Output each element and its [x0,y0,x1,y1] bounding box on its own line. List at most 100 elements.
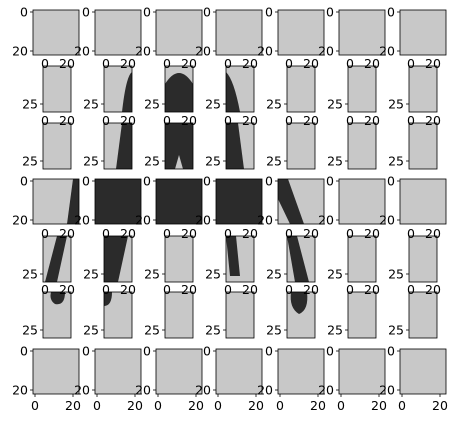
axes-frame [347,122,377,170]
ink-stroke [278,179,304,224]
paper-background [165,236,193,282]
paper-background [400,179,446,224]
x-tick-label: 0 [163,282,171,297]
patch-image [216,349,262,394]
x-tick-label: 20 [242,282,258,297]
y-tick-label: 0 [265,174,273,189]
paper-background [348,292,376,338]
y-tick-label: 0 [82,5,90,20]
patch-r5-c6: 25 0 20 [388,282,441,339]
y-tick-label: 20 [257,383,273,398]
y-tick-label: 0 [387,174,395,189]
y-tick-label: 20 [135,44,151,59]
y-tick-label: 20 [12,44,28,59]
x-tick-label: 0 [285,56,293,71]
paper-background [43,123,71,169]
patch-r1-c1: 25 0 20 [83,56,136,113]
patch-r3-c2: 0 20 [135,174,203,228]
patch-image [400,10,446,55]
y-tick-label: 0 [326,344,334,359]
x-tick-label: 20 [364,282,380,297]
patch-image [95,179,141,224]
patch-r2-c2: 25 0 20 [144,113,197,170]
x-tick-label: 20 [364,113,380,128]
x-tick-label: 0 [224,282,232,297]
ink-stroke [50,292,65,305]
patch-r0-c0: 0 20 [12,5,80,59]
y-tick-label: 20 [135,383,151,398]
patch-r1-c3: 25 0 20 [205,56,258,113]
patch-r2-c0: 25 0 20 [22,113,75,170]
y-tick-label: 25 [266,267,282,282]
y-tick-label: 0 [326,174,334,189]
y-tick-label: 25 [266,154,282,169]
y-tick-label: 0 [203,344,211,359]
patch-r0-c2: 0 20 [135,5,203,59]
axes-frame [42,291,72,339]
patch-r1-c6: 25 0 20 [388,56,441,113]
axes-frame [225,291,255,339]
paper-background [95,10,141,55]
axes-frame [225,235,255,283]
x-tick-label: 20 [120,113,136,128]
patch-image [348,236,376,282]
y-tick-label: 20 [12,383,28,398]
y-tick-label: 25 [327,323,343,338]
axes-frame [286,65,316,113]
x-tick-label: 20 [425,56,441,71]
y-tick-label: 25 [327,154,343,169]
axes-frame [215,348,263,395]
x-tick-label: 0 [407,113,415,128]
patch-image [278,179,324,224]
x-tick-label: 20 [242,226,258,241]
patch-image [95,10,141,55]
x-tick-label: 20 [188,398,204,413]
x-tick-label: 20 [364,56,380,71]
patch-image [104,66,132,112]
axes-frame [338,9,386,56]
x-tick-label: 0 [163,113,171,128]
x-tick-label: 20 [303,282,319,297]
paper-background [400,10,446,55]
patch-image [287,123,315,169]
patch-image [287,236,315,282]
patch-image [156,10,202,55]
x-tick-label: 20 [242,113,258,128]
axes-frame [94,9,142,56]
x-tick-label: 0 [346,113,354,128]
x-tick-label: 0 [346,282,354,297]
axes-frame [103,235,133,283]
y-tick-label: 25 [388,323,404,338]
patch-r4-c0: 25 0 20 [22,226,75,283]
x-tick-label: 0 [407,226,415,241]
patch-r2-c3: 25 0 20 [205,113,258,170]
patch-image [226,123,254,169]
patch-image [104,292,132,338]
patch-r2-c1: 25 0 20 [83,113,136,170]
x-tick-label: 20 [364,226,380,241]
patch-image [226,66,254,112]
axes-frame [347,291,377,339]
x-tick-label: 0 [31,398,39,413]
y-tick-label: 20 [318,383,334,398]
patch-image [287,292,315,338]
patch-image [165,236,193,282]
x-tick-label: 20 [127,398,143,413]
y-tick-label: 20 [257,213,273,228]
axes-frame [347,65,377,113]
y-tick-label: 20 [135,213,151,228]
axes-frame [103,122,133,170]
x-tick-label: 20 [432,398,448,413]
patch-r3-c3: 0 20 [195,174,263,228]
axes-frame [32,178,80,225]
ink-notch [175,155,183,169]
patch-image [400,179,446,224]
patch-r1-c0: 25 0 20 [22,56,75,113]
patch-r5-c2: 25 0 20 [144,282,197,339]
y-tick-label: 25 [266,323,282,338]
x-tick-label: 0 [102,282,110,297]
axes-frame [215,9,263,56]
patch-r4-c4: 25 0 20 [266,226,319,283]
